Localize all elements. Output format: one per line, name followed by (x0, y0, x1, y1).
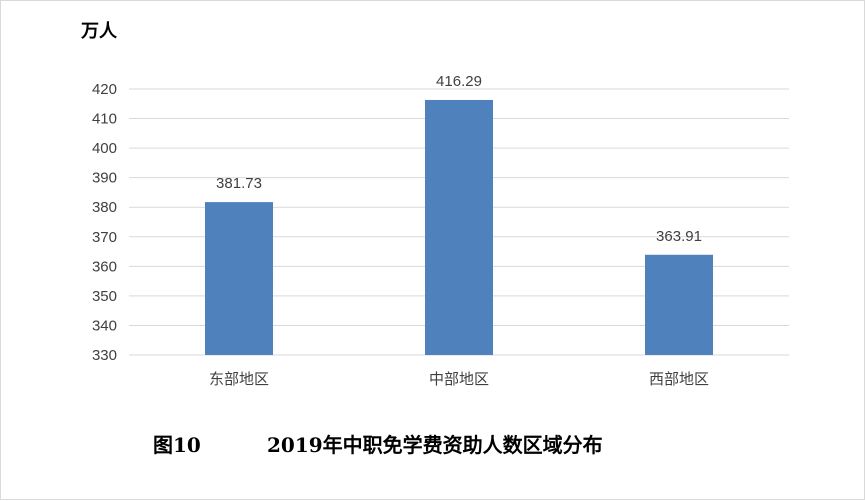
y-tick-label: 410 (92, 111, 117, 128)
bar (205, 202, 273, 355)
data-label: 381.73 (216, 175, 262, 192)
y-tick-label: 420 (92, 81, 117, 98)
y-tick-label: 350 (92, 288, 117, 305)
data-label: 416.29 (436, 73, 482, 90)
y-axis-unit-label: 万人 (81, 21, 117, 42)
y-tick-label: 330 (92, 347, 117, 364)
x-category-label: 中部地区 (429, 370, 489, 388)
bar (645, 254, 713, 355)
data-label: 363.91 (656, 228, 702, 245)
bar (425, 99, 493, 355)
x-category-label: 东部地区 (209, 370, 269, 388)
y-tick-label: 400 (92, 140, 117, 157)
figure-number: 图10 (153, 433, 201, 457)
y-tick-label: 340 (92, 317, 117, 334)
y-tick-label: 370 (92, 229, 117, 246)
figure-title: 2019年中职免学费资助人数区域分布 (267, 433, 603, 457)
y-tick-label: 390 (92, 170, 117, 187)
x-category-label: 西部地区 (649, 370, 709, 388)
y-tick-label: 360 (92, 258, 117, 275)
y-tick-label: 380 (92, 199, 117, 216)
